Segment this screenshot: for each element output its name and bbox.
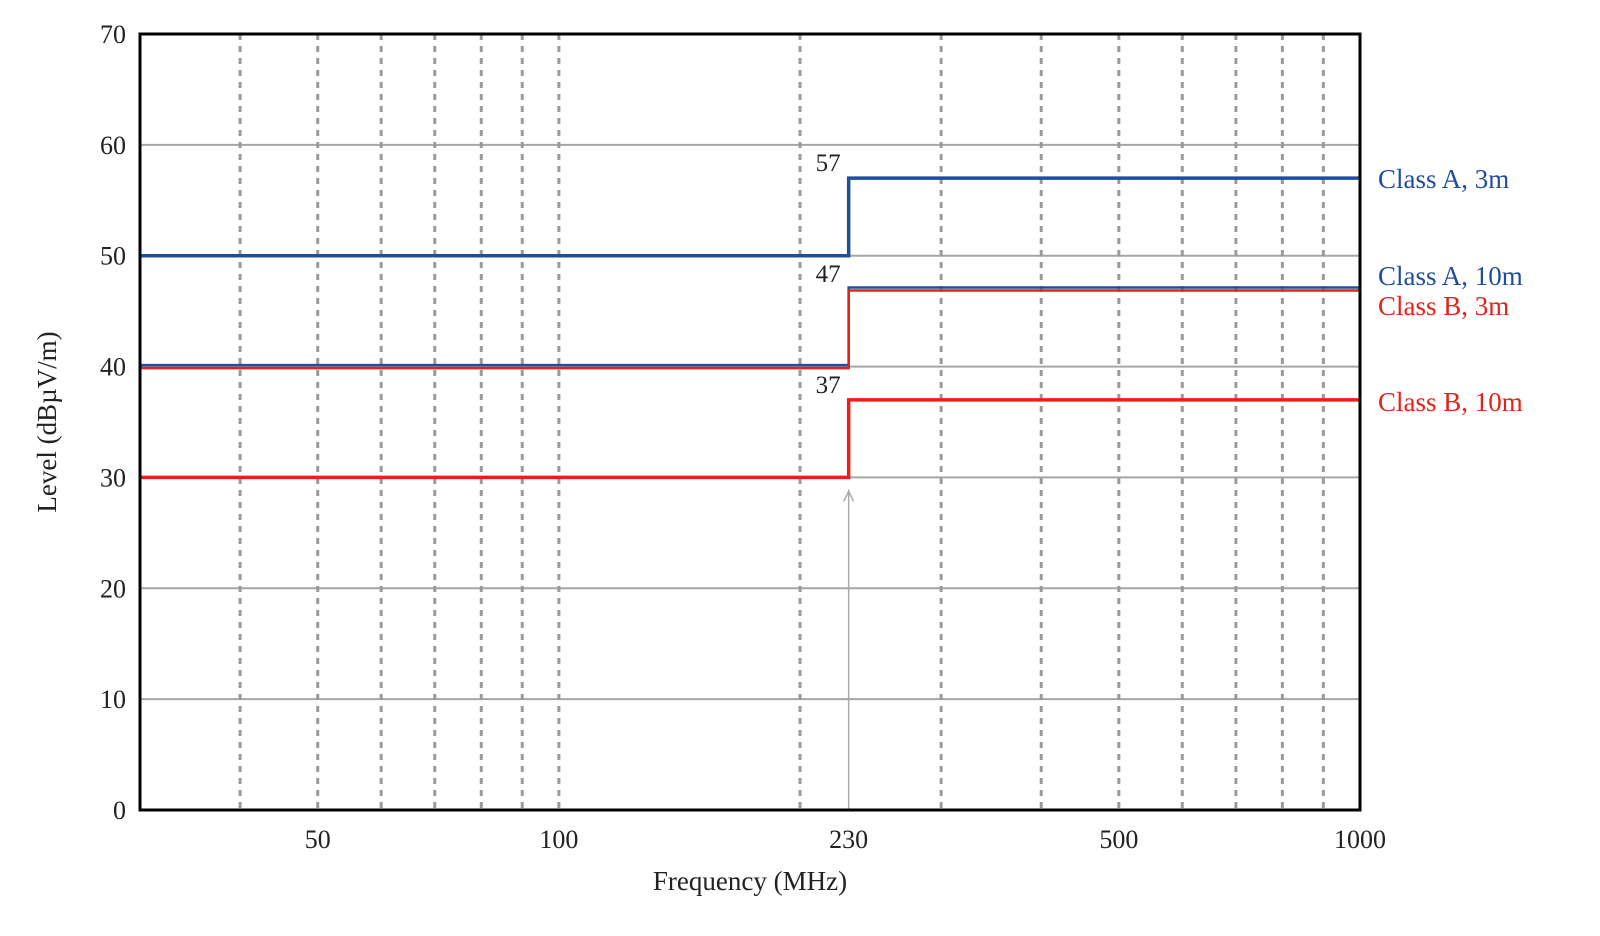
series-label-class-a-3m: Class A, 3m: [1378, 164, 1509, 194]
x-tick-label-1000: 1000: [1334, 825, 1386, 854]
tick-labels: 0 10 20 30 40 50 60 70 50 100 230 500 1000: [100, 20, 1386, 854]
x-axis-title: Frequency (MHz): [653, 866, 847, 896]
y-tick-label-70: 70: [100, 20, 126, 49]
step-value-37: 37: [816, 372, 841, 399]
y-tick-label-50: 50: [100, 242, 126, 271]
y-tick-label-10: 10: [100, 685, 126, 714]
step-value-57: 57: [816, 150, 841, 177]
x-tick-label-100: 100: [539, 825, 578, 854]
y-axis-title: Level (dBµV/m): [32, 331, 62, 512]
arrow-head: [843, 489, 855, 502]
series-line-class-b-10m: [140, 398, 1360, 480]
step-arrow: [843, 489, 855, 810]
plot-frame: [138, 32, 1362, 812]
y-tick-label-60: 60: [100, 131, 126, 160]
series-label-class-b-3m: Class B, 3m: [1378, 291, 1509, 321]
x-tick-label-50: 50: [305, 825, 331, 854]
series-line-class-a-10m: [140, 286, 1360, 367]
series-lines: [140, 176, 1360, 480]
y-tick-label-20: 20: [100, 574, 126, 603]
series-line-class-a-3m: [140, 176, 1360, 258]
series-label-class-b-10m: Class B, 10m: [1378, 387, 1523, 417]
step-value-47: 47: [816, 261, 841, 288]
series-line-class-b-3m: [140, 289, 1360, 370]
step-annotations: 57 47 37: [816, 150, 841, 399]
x-tick-label-500: 500: [1099, 825, 1138, 854]
series-label-class-a-10m: Class A, 10m: [1378, 261, 1523, 291]
grid: [140, 34, 1360, 810]
y-tick-label-40: 40: [100, 353, 126, 382]
y-tick-label-30: 30: [100, 463, 126, 492]
y-tick-label-0: 0: [113, 796, 126, 825]
x-tick-label-230: 230: [829, 825, 868, 854]
